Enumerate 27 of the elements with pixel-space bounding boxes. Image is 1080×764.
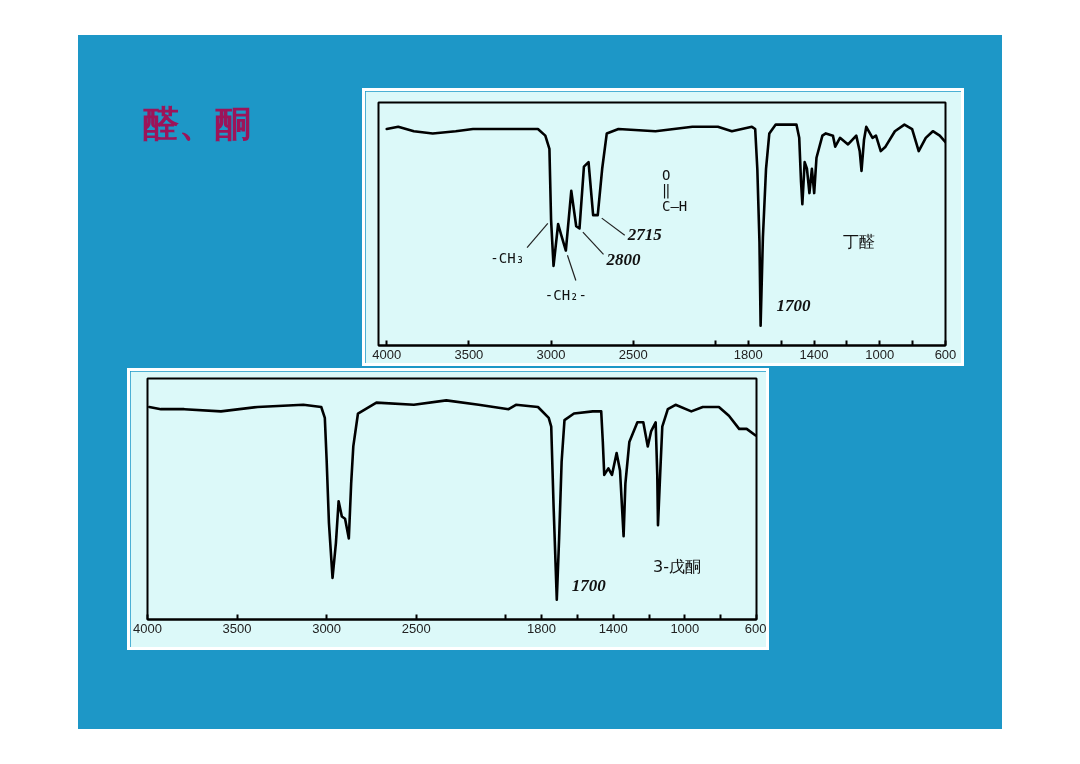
annotation: O <box>662 167 671 184</box>
annotation: 2800 <box>605 249 641 269</box>
annotation: 3-戊酮 <box>652 556 701 576</box>
x-tick-label: 1400 <box>598 620 628 636</box>
x-tick-label: 2500 <box>618 346 648 362</box>
chart-title: 醛、酮 <box>143 102 251 146</box>
x-tick-label: 4000 <box>372 346 402 362</box>
annotation: 丁醛 <box>843 231 876 251</box>
annotation: -CH₃ <box>490 249 525 266</box>
x-tick-label: 1400 <box>799 346 829 362</box>
x-tick-label: 600 <box>744 620 767 636</box>
x-tick-label: 3000 <box>312 620 342 636</box>
x-tick-label: 1000 <box>865 346 895 362</box>
annotation: 1700 <box>776 296 812 316</box>
x-tick-label: 3000 <box>536 346 566 362</box>
x-tick-label: 4000 <box>133 620 162 636</box>
annotation: ‖ <box>662 182 671 200</box>
annotation: 1700 <box>571 576 607 596</box>
x-tick-label: 1800 <box>527 620 557 636</box>
annotation: -CH₂- <box>544 286 587 303</box>
x-tick-label: 600 <box>934 346 957 362</box>
x-tick-label: 3500 <box>222 620 252 636</box>
x-tick-label: 1000 <box>670 620 700 636</box>
x-tick-label: 2500 <box>401 620 431 636</box>
x-tick-label: 1800 <box>733 346 763 362</box>
annotation: 2715 <box>626 224 663 244</box>
x-tick-label: 3500 <box>454 346 484 362</box>
